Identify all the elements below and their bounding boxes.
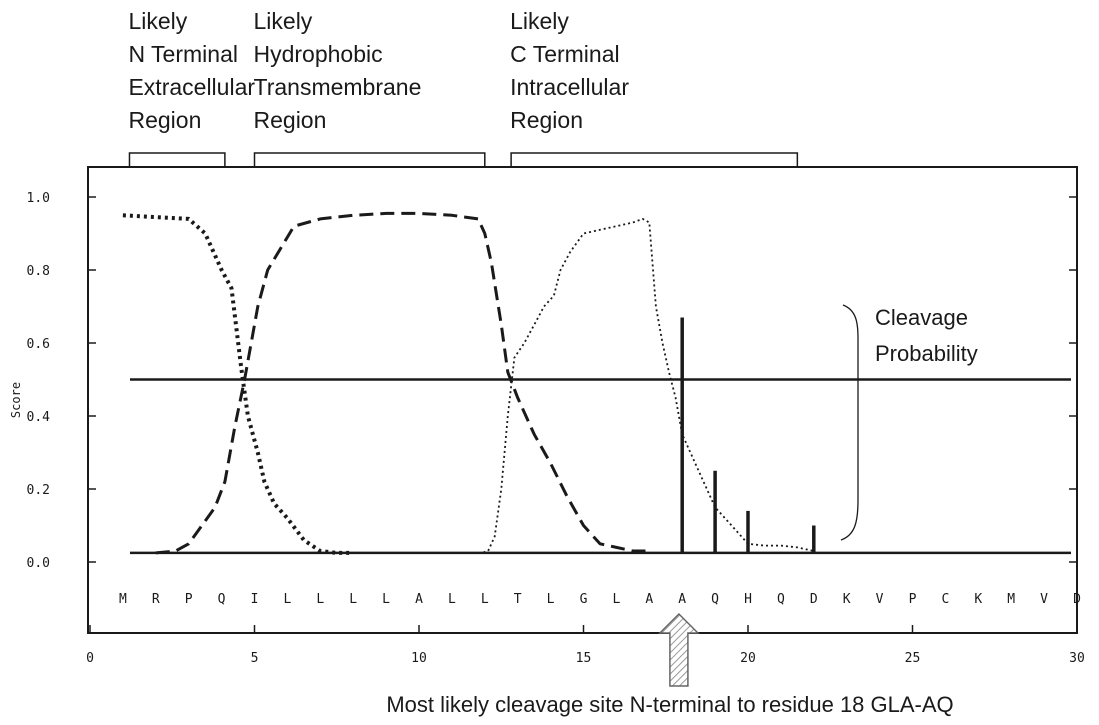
region-3-label-line-2: C Terminal	[510, 41, 620, 67]
residue-2: R	[152, 592, 160, 607]
cleavage-site-arrow	[658, 612, 700, 687]
x-tick-label-5: 5	[251, 651, 259, 666]
residue-19: Q	[711, 592, 719, 607]
x-tick-label-30: 30	[1069, 651, 1085, 666]
y-tick-label-0.2: 0.2	[27, 483, 50, 498]
residue-9: L	[382, 592, 390, 607]
residue-13: T	[514, 592, 522, 607]
residue-27: K	[974, 592, 982, 607]
y-tick-label-0.8: 0.8	[27, 264, 50, 279]
region-3-bracket	[510, 152, 799, 167]
y-tick-label-0.6: 0.6	[27, 337, 50, 352]
residue-7: L	[316, 592, 324, 607]
cleavage-label-line1: Cleavage	[875, 305, 968, 330]
x-tick-label-15: 15	[576, 651, 592, 666]
axis-ticks: 0 5 10 15 20 25 30 0.0 0.2 0.4 0.6 0.8 1.0	[27, 191, 1085, 666]
residue-28: M	[1007, 592, 1015, 607]
residue-26: C	[941, 592, 949, 607]
cleavage-label-line2: Probability	[875, 341, 978, 366]
region-1-label-line-1: Likely	[128, 8, 187, 34]
score-series-2-line	[155, 211, 650, 555]
residue-21: Q	[777, 592, 785, 607]
residue-29: V	[1040, 592, 1048, 607]
region-2-label-line-2: Hydrophobic	[254, 41, 383, 67]
region-2-label-line-3: Transmembrane	[254, 74, 422, 100]
residue-17: A	[645, 592, 653, 607]
cleavage-site-note: Most likely cleavage site N-terminal to …	[386, 692, 953, 717]
residue-10: A	[415, 592, 423, 607]
residue-14: L	[547, 592, 555, 607]
residue-25: P	[909, 592, 917, 607]
residue-6: L	[283, 592, 291, 607]
residue-16: L	[612, 592, 620, 607]
region-2-label-line-1: Likely	[254, 8, 313, 34]
region-3-label-line-3: Intracellular	[510, 74, 629, 100]
residue-11: L	[448, 592, 456, 607]
y-tick-label-1.0: 1.0	[27, 191, 50, 206]
residue-22: D	[810, 592, 818, 607]
region-2-label-line-4: Region	[254, 107, 327, 133]
residue-20: H	[744, 592, 752, 607]
score-series	[122, 211, 1071, 555]
y-tick-label-0.0: 0.0	[27, 556, 50, 571]
score-series-1-line	[122, 213, 354, 555]
residue-1: M	[119, 592, 127, 607]
region-1-label-line-4: Region	[128, 107, 201, 133]
plot-frame	[87, 166, 1078, 634]
residue-15: G	[580, 592, 588, 607]
region-3-label-line-1: Likely	[510, 8, 569, 34]
residue-30: D	[1073, 592, 1081, 607]
region-2-bracket	[253, 152, 486, 167]
residue-12: L	[481, 592, 489, 607]
region-1-bracket	[128, 152, 226, 167]
region-1-label-line-2: N Terminal	[128, 41, 238, 67]
region-annotations: Likely N Terminal Extracellular Region Likel…	[128, 8, 799, 167]
x-tick-label-25: 25	[905, 651, 921, 666]
residue-4: Q	[218, 592, 226, 607]
x-tick-label-20: 20	[740, 651, 756, 666]
residue-23: K	[843, 592, 851, 607]
residue-24: V	[876, 592, 884, 607]
cleavage-bars	[680, 317, 816, 553]
x-tick-label-0: 0	[86, 651, 94, 666]
y-tick-label-0.4: 0.4	[27, 410, 51, 425]
y-axis-label: Score	[9, 382, 23, 418]
residue-5: I	[251, 592, 259, 607]
residue-18: A	[678, 592, 686, 607]
score-series-3-line	[458, 217, 814, 554]
region-3-label-line-4: Region	[510, 107, 583, 133]
cleavage-brace	[840, 304, 859, 541]
residue-8: L	[349, 592, 357, 607]
region-1-label-line-3: Extracellular	[128, 74, 255, 100]
x-tick-label-10: 10	[411, 651, 427, 666]
residue-3: P	[185, 592, 193, 607]
